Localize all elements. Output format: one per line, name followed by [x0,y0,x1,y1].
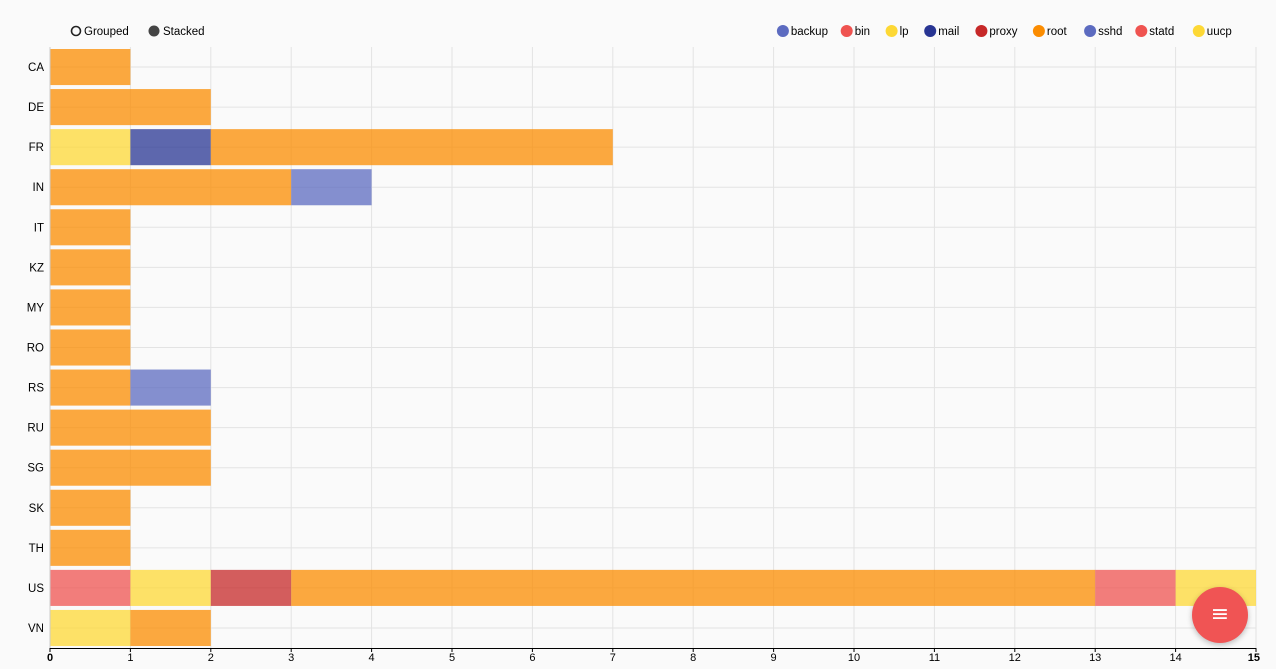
y-tick-label: MY [27,302,45,314]
bar-us-proxy [210,569,292,606]
y-tick-label: RS [28,383,44,395]
legend-item-mail[interactable]: mail [924,25,959,38]
legend-item-statd[interactable]: statd [1135,25,1174,38]
legend-label: sshd [1098,26,1122,38]
legend-swatch-icon [1192,25,1205,37]
legend-label: uucp [1207,26,1232,38]
bar-rs-sshd [130,369,211,406]
x-tick-label: 13 [1089,652,1101,664]
bar-vn-root [130,609,211,646]
x-tick-label: 0 [47,652,53,664]
x-tick-label: 6 [529,652,535,664]
legend-swatch-icon [924,25,937,37]
x-tick-label: 5 [449,652,455,664]
y-tick-label: IN [33,182,45,194]
y-tick-label: VN [28,623,44,635]
x-tick-label: 9 [771,652,777,664]
bar-fr-lp [50,129,131,166]
legend-swatch-icon [1084,25,1097,37]
bar-in-sshd [291,169,372,206]
stacked-radio-icon[interactable] [148,25,160,37]
grouped-radio-icon[interactable] [70,25,82,37]
bar-sk-root [50,489,131,526]
bar-ru-root [50,409,211,446]
y-tick-label: IT [34,222,44,234]
bar-us-lp [130,569,211,606]
x-tick-label: 4 [369,652,375,664]
bar-us-statd [1095,569,1176,606]
y-tick-label: KZ [29,262,44,274]
legend-swatch-icon [885,25,898,37]
legend-label: lp [900,26,909,38]
legend-item-lp[interactable]: lp [885,25,909,38]
legend-label: proxy [989,26,1017,38]
bar-fr-root [210,129,613,166]
x-tick-label: 10 [848,652,860,664]
bar-sg-root [50,449,211,486]
bars [50,49,1256,646]
bar-rs-root [50,369,131,406]
menu-icon[interactable]: ≡ [1210,602,1230,627]
legend-item-backup[interactable]: backup [776,25,828,38]
legend-swatch-icon [840,25,853,37]
x-tick-label: 12 [1009,652,1021,664]
y-tick-label: RO [27,343,44,355]
x-tick-label: 7 [610,652,616,664]
grouped-radio[interactable]: Grouped [70,25,129,38]
x-tick-label: 11 [929,652,940,664]
y-tick-label: FR [29,142,44,154]
legend-item-proxy[interactable]: proxy [975,25,1018,38]
bar-fr-mail [130,129,211,166]
bar-us-bin [50,569,131,606]
legend-item-root[interactable]: root [1032,25,1068,38]
legend-swatch-icon [1032,25,1045,37]
bar-my-root [50,289,131,326]
y-tick-label: TH [29,543,44,555]
legend-label: backup [791,26,828,38]
bar-ro-root [50,329,131,366]
bar-vn-lp [50,609,131,646]
stacked-label[interactable]: Stacked [163,26,205,38]
x-tick-label: 14 [1169,652,1181,664]
legend-swatch-icon [975,25,988,37]
bar-th-root [50,529,131,566]
y-tick-label: SG [27,463,44,475]
legend-swatch-icon [1135,25,1148,37]
x-tick-label: 15 [1248,652,1260,664]
x-axis: 0 1 2 3 4 5 6 7 8 9 10 11 12 13 14 15 [47,648,1260,664]
bar-us-root [291,569,1096,606]
y-tick-label: US [28,583,44,595]
legend-swatch-icon [776,25,789,37]
bar-it-root [50,209,131,246]
bar-kz-root [50,249,131,286]
mode-toggle: Grouped Stacked [70,25,205,39]
menu-button[interactable]: ≡ [1192,587,1248,643]
y-tick-label: SK [29,503,45,515]
y-tick-label: CA [28,62,44,74]
legend: backup bin lp mail proxy root sshd statd uucp [776,25,1232,38]
bar-ca-root [50,49,131,86]
x-tick-label: 3 [288,652,294,664]
legend-label: root [1047,26,1068,38]
legend-item-sshd[interactable]: sshd [1084,25,1122,38]
bar-de-root [50,89,211,126]
y-axis: CA DE FR IN IT KZ MY RO RS RU SG SK TH US VN [27,47,51,648]
legend-item-uucp[interactable]: uucp [1192,25,1232,38]
x-tick-label: 1 [127,652,133,664]
grouped-label[interactable]: Grouped [84,26,129,38]
legend-label: statd [1149,26,1174,38]
x-tick-label: 8 [690,652,696,664]
y-tick-label: RU [27,423,44,435]
bar-in-root [50,169,292,206]
legend-label: mail [938,26,959,38]
legend-item-bin[interactable]: bin [840,25,870,38]
x-tick-label: 2 [208,652,214,664]
y-tick-label: DE [28,102,44,114]
stacked-radio[interactable]: Stacked [148,25,205,39]
legend-label: bin [855,26,870,38]
